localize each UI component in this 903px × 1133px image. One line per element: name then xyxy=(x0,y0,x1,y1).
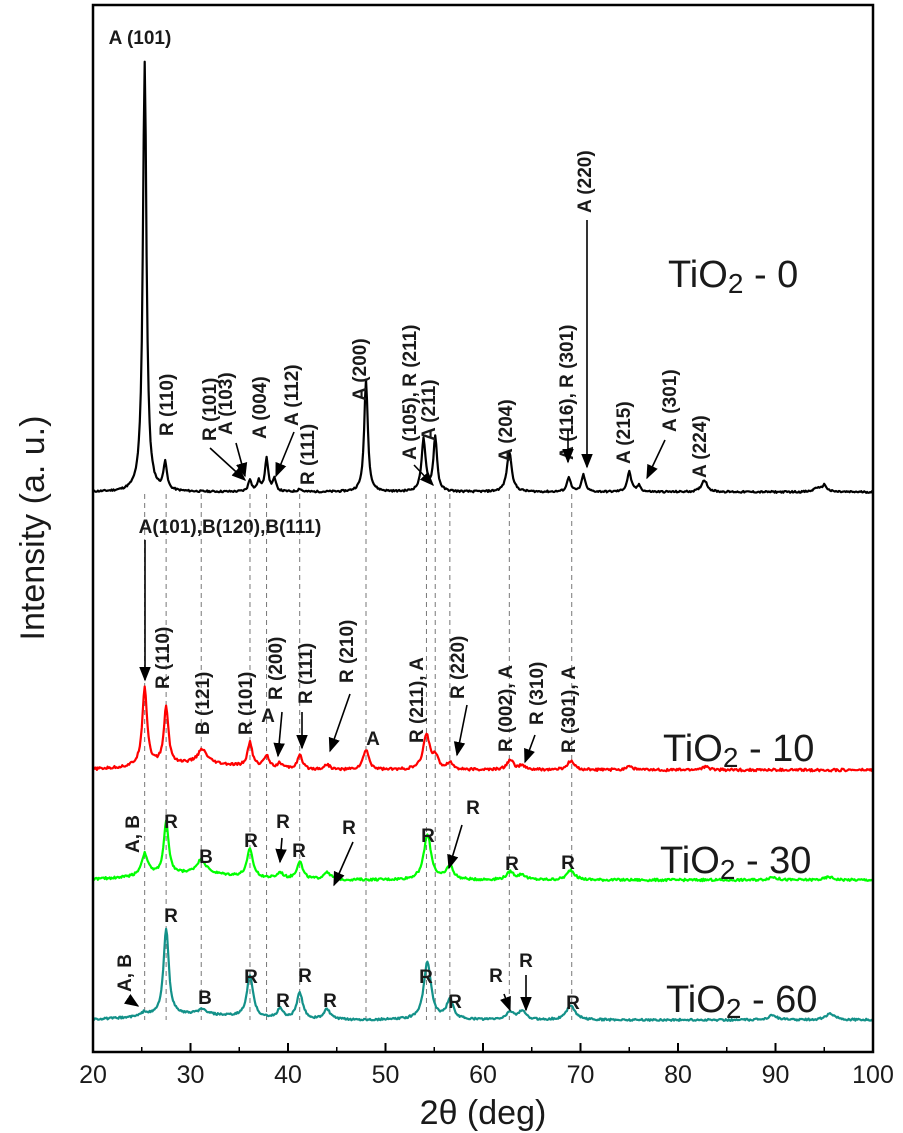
annotation-arrow xyxy=(209,447,247,481)
annotation-arrow xyxy=(273,711,285,758)
peak-label: A, B xyxy=(123,815,144,853)
peak-label: R xyxy=(505,854,519,875)
peak-label: B (121) xyxy=(193,672,214,735)
x-tick-label: 20 xyxy=(79,1061,107,1089)
series-name: TiO2 - 30 xyxy=(660,840,811,885)
series-name: TiO2 - 10 xyxy=(663,728,814,773)
annotation-arrow xyxy=(524,734,536,764)
peak-label: A(101),B(120),B(111) xyxy=(139,517,322,538)
peak-label: A (105), R (211) xyxy=(400,324,421,460)
peak-label: R xyxy=(566,993,580,1014)
peak-label: R xyxy=(164,906,178,927)
peak-label: R (111) xyxy=(298,424,319,485)
sample-labels: TiO2 - 0 TiO2 - 10 TiO2 - 30 TiO2 - 60 xyxy=(660,254,817,1024)
x-tick-label: 30 xyxy=(177,1061,205,1089)
peak-label: R (101) xyxy=(236,672,257,735)
annotation-arrow xyxy=(500,993,511,1012)
series-traces xyxy=(92,60,874,1023)
annotation-arrow xyxy=(646,439,666,480)
peak-label: A (204) xyxy=(496,399,517,462)
peak-label: R xyxy=(292,841,306,862)
peak-label: R xyxy=(519,951,533,972)
peak-label: R xyxy=(276,812,290,833)
peak-label: R (110) xyxy=(157,374,178,436)
peak-label: R (110) xyxy=(153,627,174,689)
annotation-arrow xyxy=(235,442,248,478)
peak-label: R (111) xyxy=(296,643,317,704)
series-line xyxy=(92,60,874,494)
peak-label: B xyxy=(198,988,212,1009)
y-axis-label: Intensity (a. u.) xyxy=(14,416,52,641)
peak-label: R (310) xyxy=(527,662,548,725)
x-tick-label: 60 xyxy=(469,1061,497,1089)
series-line xyxy=(92,927,874,1023)
peak-label: R xyxy=(342,818,356,839)
peak-label: R (101) xyxy=(200,378,221,441)
annotation-arrow xyxy=(275,431,295,478)
peak-label: R (200) xyxy=(266,637,287,700)
peak-label: A (200) xyxy=(350,338,371,401)
peak-label: R xyxy=(561,853,575,874)
series-name: TiO2 - 60 xyxy=(666,979,817,1024)
series-name: TiO2 - 0 xyxy=(668,254,798,299)
annotation-arrow xyxy=(453,704,468,757)
peak-label: R (002), A xyxy=(496,665,517,752)
annotation-arrows xyxy=(124,220,666,1012)
peak-label: R xyxy=(466,798,480,819)
peak-label: A (116), R (301) xyxy=(557,324,578,460)
peak-label: A (211) xyxy=(419,379,440,441)
peak-label: R (301), A xyxy=(559,666,580,753)
peak-label: R (220) xyxy=(448,636,469,699)
peak-label: R xyxy=(448,992,462,1013)
peak-label: R xyxy=(164,812,178,833)
annotation-arrow xyxy=(275,837,287,864)
peak-label: R xyxy=(323,991,337,1012)
annotation-arrow xyxy=(413,464,434,487)
x-tick-label: 70 xyxy=(567,1061,595,1089)
peak-label: A (004) xyxy=(250,376,271,439)
peak-label: R xyxy=(489,966,503,987)
x-tick-label: 50 xyxy=(372,1061,400,1089)
peak-annotations: A (101)R (110) R (101)A (103) A (004) A (11… xyxy=(109,28,711,1014)
peak-label: R xyxy=(421,826,435,847)
x-axis-label: 2θ (deg) xyxy=(420,1094,547,1132)
x-axis-ticks: 20 30 40 50 60 70 80 90 100 xyxy=(79,1043,894,1089)
peak-label: A xyxy=(261,706,275,727)
annotation-arrow xyxy=(447,824,463,870)
peak-label: A, B xyxy=(115,954,136,992)
peak-label: A (101) xyxy=(109,28,172,49)
series-line xyxy=(92,819,874,883)
peak-label: A (103) xyxy=(216,372,237,435)
peak-label: R (211), A xyxy=(407,657,428,743)
annotation-arrow xyxy=(328,693,351,753)
x-tick-label: 100 xyxy=(852,1061,894,1089)
peak-label: A (301) xyxy=(660,369,681,432)
peak-label: B xyxy=(199,847,213,868)
peak-label: R xyxy=(419,967,433,988)
peak-label: R xyxy=(244,967,258,988)
x-tick-label: 80 xyxy=(664,1061,692,1089)
peak-label: A xyxy=(366,729,380,750)
annotation-arrow xyxy=(333,841,354,887)
peak-label: R xyxy=(276,991,290,1012)
series-line xyxy=(92,685,874,773)
peak-label: A (224) xyxy=(690,415,711,478)
peak-label: A (220) xyxy=(575,150,596,213)
peak-label: R xyxy=(244,831,258,852)
peak-label: R (210) xyxy=(337,620,358,683)
peak-label: A (215) xyxy=(614,401,635,464)
x-tick-label: 40 xyxy=(274,1061,302,1089)
peak-label: R xyxy=(298,966,312,987)
x-tick-label: 90 xyxy=(762,1061,790,1089)
peak-label: A (112) xyxy=(282,364,303,426)
annotation-arrow xyxy=(124,994,140,1007)
